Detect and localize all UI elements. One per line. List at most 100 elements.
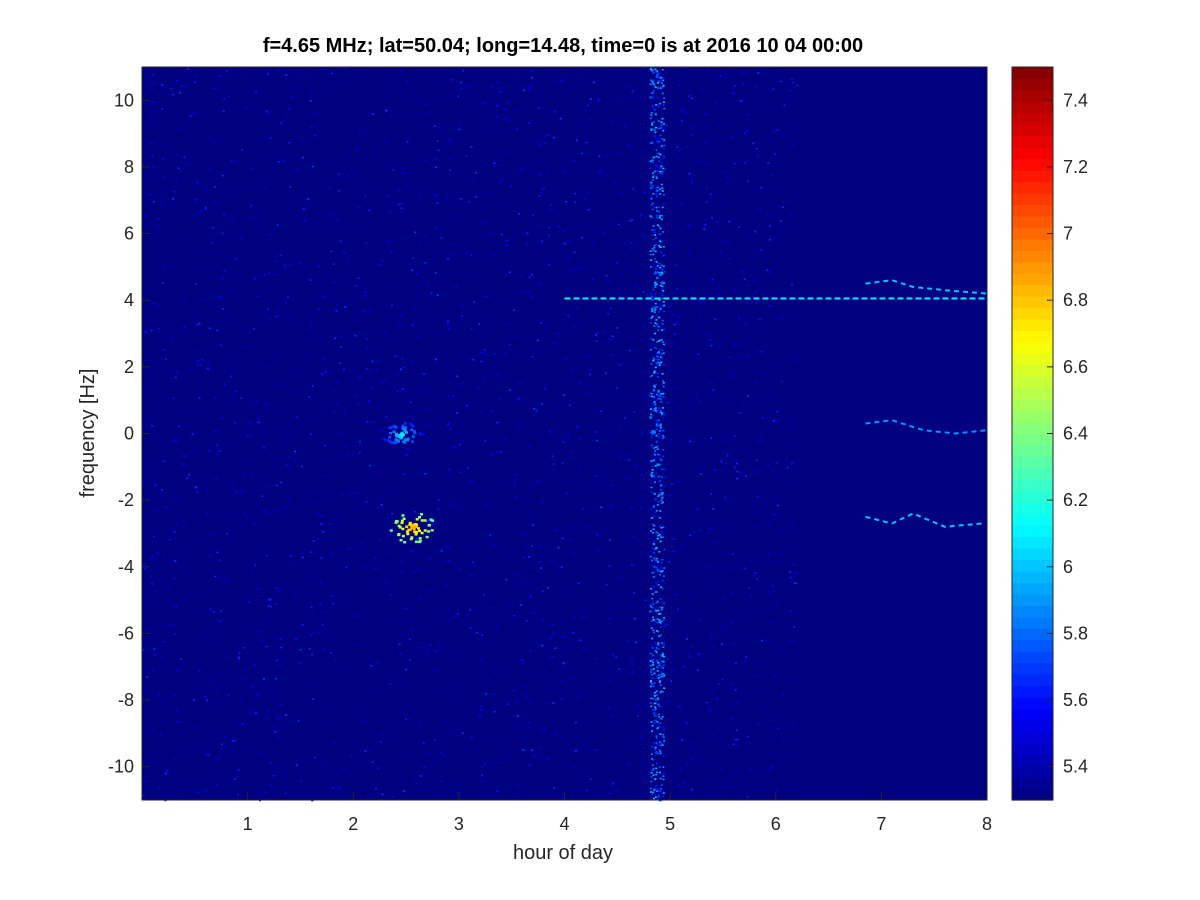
noise-pixel bbox=[230, 375, 233, 378]
column-pixel bbox=[656, 752, 659, 755]
noise-pixel bbox=[759, 225, 762, 227]
noise-pixel bbox=[721, 201, 724, 204]
noise-pixel bbox=[397, 336, 400, 338]
column-pixel bbox=[653, 265, 656, 268]
noise-pixel bbox=[773, 131, 775, 134]
noise-pixel bbox=[681, 739, 684, 741]
column-pixel bbox=[652, 90, 655, 92]
noise-pixel bbox=[313, 612, 316, 615]
column-pixel bbox=[660, 170, 663, 173]
noise-pixel bbox=[756, 496, 759, 498]
noise-pixel bbox=[512, 573, 515, 576]
noise-pixel bbox=[629, 247, 632, 250]
noise-pixel bbox=[676, 320, 679, 323]
column-pixel bbox=[657, 495, 660, 498]
noise-pixel bbox=[151, 425, 154, 427]
noise-pixel bbox=[519, 291, 522, 294]
noise-pixel bbox=[402, 167, 405, 170]
noise-pixel bbox=[589, 373, 591, 376]
noise-pixel bbox=[724, 625, 726, 627]
noise-pixel bbox=[563, 242, 566, 245]
noise-pixel bbox=[424, 159, 427, 161]
noise-pixel bbox=[485, 693, 488, 695]
colorbar-tick-label: 5.8 bbox=[1063, 623, 1088, 643]
noise-pixel bbox=[786, 317, 789, 320]
noise-pixel bbox=[497, 87, 500, 89]
noise-pixel bbox=[414, 231, 417, 234]
noise-pixel bbox=[654, 266, 657, 268]
column-pixel bbox=[659, 744, 662, 747]
noise-pixel bbox=[386, 195, 389, 198]
noise-pixel bbox=[204, 695, 207, 698]
column-pixel bbox=[654, 286, 657, 288]
noise-pixel bbox=[470, 736, 473, 739]
noise-pixel bbox=[465, 155, 468, 158]
noise-pixel bbox=[657, 353, 660, 356]
column-pixel bbox=[654, 402, 656, 405]
column-pixel bbox=[655, 737, 658, 739]
noise-pixel bbox=[301, 156, 304, 159]
noise-pixel bbox=[402, 790, 405, 792]
noise-pixel bbox=[390, 383, 392, 386]
blob-pixel bbox=[431, 519, 435, 522]
column-pixel bbox=[655, 694, 658, 696]
noise-pixel bbox=[245, 189, 248, 191]
noise-pixel bbox=[570, 526, 573, 528]
column-pixel bbox=[654, 481, 656, 483]
column-pixel bbox=[652, 79, 655, 82]
column-pixel bbox=[656, 210, 659, 212]
column-pixel bbox=[651, 186, 654, 189]
noise-pixel bbox=[685, 634, 688, 637]
noise-pixel bbox=[671, 313, 674, 316]
noise-pixel bbox=[719, 438, 722, 441]
noise-pixel bbox=[551, 559, 554, 562]
column-pixel bbox=[656, 727, 659, 730]
noise-pixel bbox=[268, 151, 271, 154]
noise-pixel bbox=[731, 136, 734, 139]
colorbar-segment bbox=[1012, 387, 1053, 400]
x-tick-label: 3 bbox=[454, 814, 464, 834]
noise-pixel bbox=[542, 516, 545, 518]
noise-pixel bbox=[408, 708, 411, 711]
blob-pixel bbox=[410, 536, 414, 539]
noise-pixel bbox=[568, 240, 571, 243]
noise-pixel bbox=[731, 783, 734, 786]
noise-pixel bbox=[309, 279, 312, 281]
column-pixel bbox=[658, 72, 661, 75]
noise-pixel bbox=[218, 297, 221, 300]
noise-pixel bbox=[317, 308, 320, 310]
noise-pixel bbox=[447, 323, 450, 325]
column-pixel bbox=[659, 410, 662, 412]
noise-pixel bbox=[627, 144, 630, 147]
blob-pixel bbox=[401, 427, 405, 430]
noise-pixel bbox=[232, 740, 234, 742]
column-pixel bbox=[662, 290, 665, 292]
column-pixel bbox=[650, 671, 653, 673]
noise-pixel bbox=[734, 85, 736, 87]
noise-pixel bbox=[771, 409, 774, 411]
noise-pixel bbox=[216, 306, 219, 308]
noise-pixel bbox=[756, 370, 759, 373]
column-pixel bbox=[662, 667, 665, 669]
noise-pixel bbox=[698, 400, 701, 403]
noise-pixel bbox=[290, 313, 293, 316]
noise-pixel bbox=[608, 281, 611, 283]
noise-pixel bbox=[174, 560, 177, 562]
noise-pixel bbox=[588, 525, 591, 528]
noise-pixel bbox=[688, 95, 691, 97]
y-tick-label: -4 bbox=[118, 557, 134, 577]
noise-pixel bbox=[721, 469, 724, 471]
column-pixel bbox=[652, 253, 655, 256]
column-pixel bbox=[649, 250, 652, 252]
noise-pixel bbox=[208, 450, 211, 452]
noise-pixel bbox=[612, 671, 615, 673]
column-pixel bbox=[655, 237, 658, 239]
doppler-trace bbox=[865, 512, 982, 528]
noise-pixel bbox=[589, 98, 592, 100]
noise-pixel bbox=[289, 554, 292, 557]
noise-pixel bbox=[516, 796, 519, 798]
noise-pixel bbox=[659, 561, 662, 564]
noise-pixel bbox=[262, 432, 265, 435]
noise-pixel bbox=[322, 162, 325, 165]
column-pixel bbox=[659, 122, 662, 125]
